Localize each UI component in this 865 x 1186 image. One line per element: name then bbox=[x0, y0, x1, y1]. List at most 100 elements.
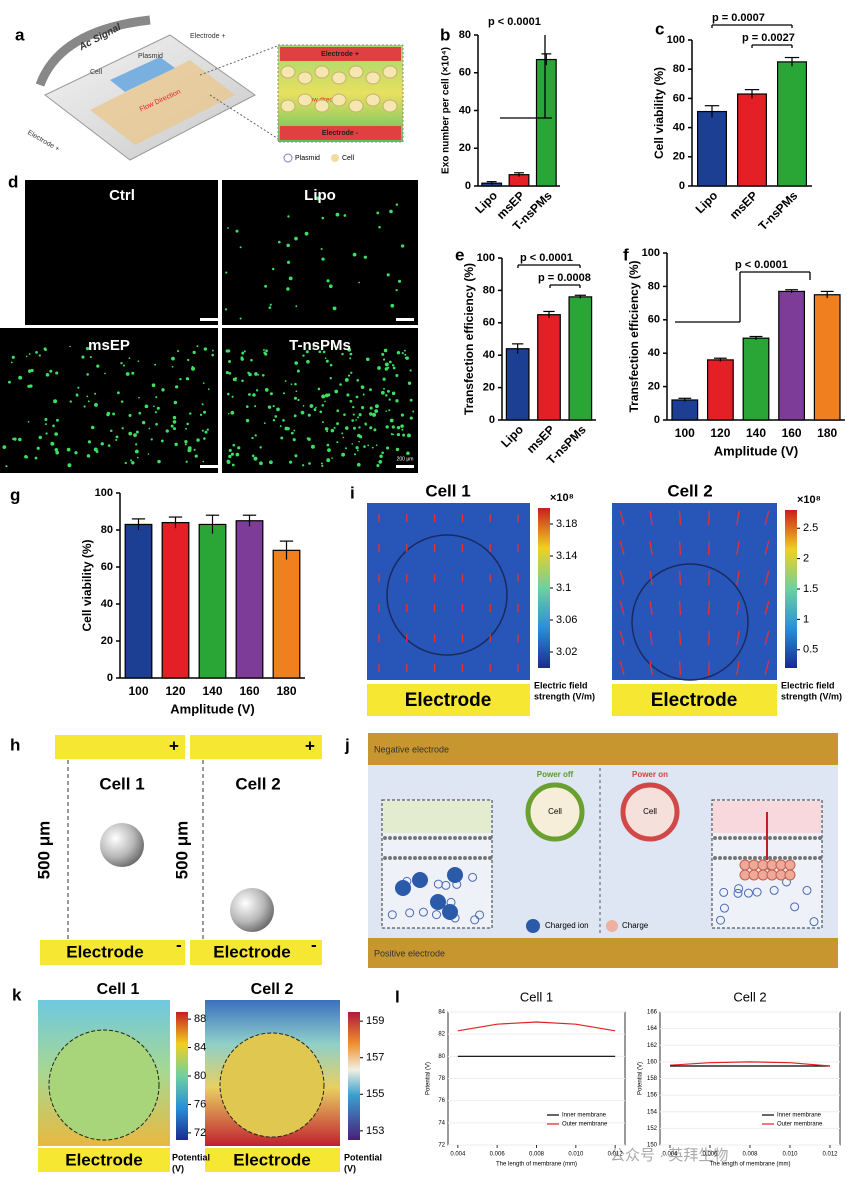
electrode-label: Negative electrode bbox=[374, 744, 449, 754]
cell bbox=[150, 438, 153, 441]
cell bbox=[409, 369, 412, 372]
cell bbox=[226, 460, 231, 465]
cell bbox=[314, 99, 330, 113]
lipid bbox=[433, 856, 437, 860]
state-label: Power on bbox=[632, 770, 668, 779]
y-axis-label: Transfection efficiency (%) bbox=[627, 260, 641, 412]
electrode-bar bbox=[55, 735, 185, 759]
lipid bbox=[463, 836, 467, 840]
scale-bar bbox=[200, 465, 218, 468]
lipid bbox=[428, 836, 432, 840]
lipid bbox=[788, 836, 792, 840]
image-label: T-nsPMs bbox=[289, 337, 351, 354]
cell bbox=[154, 411, 158, 414]
y-tick-label: 162 bbox=[647, 1043, 658, 1049]
cell bbox=[381, 451, 384, 455]
cell bbox=[141, 420, 146, 425]
electrode-label: Electrode bbox=[405, 690, 492, 711]
electrode-label: Electrode bbox=[233, 1150, 310, 1169]
cell bbox=[321, 216, 325, 220]
cell bbox=[365, 93, 381, 107]
y-tick-label: 40 bbox=[648, 347, 660, 359]
cell bbox=[54, 432, 58, 436]
cell bbox=[331, 93, 347, 107]
cell bbox=[165, 429, 169, 433]
cell bbox=[331, 457, 333, 459]
lipid bbox=[748, 836, 752, 840]
cell bbox=[91, 425, 95, 430]
cell bbox=[264, 388, 269, 392]
arrow bbox=[736, 540, 740, 556]
ion bbox=[719, 903, 729, 913]
y-axis-label: Exo number per cell (×10⁴) bbox=[441, 47, 452, 174]
cell bbox=[87, 400, 90, 403]
panel-letter: l bbox=[395, 987, 400, 1006]
scale-bar bbox=[200, 318, 218, 321]
cell bbox=[67, 463, 72, 468]
sign: + bbox=[305, 736, 315, 755]
electrode-band bbox=[280, 47, 401, 61]
cell bbox=[389, 209, 393, 214]
charge bbox=[784, 859, 796, 871]
cell bbox=[379, 454, 383, 458]
cell bbox=[321, 421, 324, 424]
cell-sphere bbox=[100, 823, 144, 867]
cell bbox=[343, 214, 347, 217]
cell bbox=[53, 399, 58, 404]
lipid bbox=[403, 856, 407, 860]
arrow bbox=[649, 510, 653, 526]
cell bbox=[245, 418, 250, 423]
electrode-bar bbox=[612, 684, 777, 716]
cell bbox=[30, 368, 34, 373]
cell bbox=[170, 424, 174, 428]
arrow bbox=[736, 630, 740, 646]
cell bbox=[54, 447, 59, 452]
colorbar-tick-label: 153 bbox=[366, 1125, 384, 1137]
cell bbox=[243, 350, 246, 353]
cell bbox=[45, 432, 48, 435]
electrode-label: Electrode bbox=[213, 942, 290, 961]
cell bbox=[225, 271, 228, 274]
colorbar-label: (V) bbox=[172, 1163, 184, 1173]
panel-letter: c bbox=[655, 19, 664, 38]
lipid bbox=[453, 836, 457, 840]
cell bbox=[386, 389, 390, 393]
bar bbox=[706, 359, 734, 421]
x-tick-label: 120 bbox=[710, 426, 730, 440]
cell bbox=[173, 400, 178, 405]
cell bbox=[282, 419, 285, 422]
panel-letter: a bbox=[15, 25, 25, 44]
cell bbox=[135, 430, 139, 434]
image-label: Ctrl bbox=[109, 187, 135, 204]
x-tick-label: 0.012 bbox=[822, 1152, 838, 1158]
lipid bbox=[813, 836, 817, 840]
cell bbox=[294, 236, 298, 241]
cell bbox=[186, 422, 189, 426]
cell bbox=[172, 427, 176, 431]
electrode-bar bbox=[205, 1148, 340, 1172]
cell bbox=[245, 405, 249, 408]
cell bbox=[171, 356, 175, 361]
cell bbox=[385, 394, 388, 397]
legend-label: Cell bbox=[342, 155, 355, 162]
x-tick-label: T-nsPMs bbox=[756, 188, 801, 233]
y-tick-label: 20 bbox=[459, 142, 471, 154]
colorbar bbox=[348, 1012, 360, 1140]
cell bbox=[282, 392, 286, 395]
cell bbox=[160, 439, 164, 443]
cell bbox=[341, 452, 346, 457]
y-tick-label: 0 bbox=[465, 180, 471, 192]
membrane-detail bbox=[383, 812, 822, 927]
cell bbox=[384, 362, 389, 367]
y-tick-label: 154 bbox=[647, 1109, 658, 1115]
cell bbox=[336, 441, 339, 444]
cell bbox=[261, 373, 265, 377]
colorbar-label: (V) bbox=[344, 1163, 356, 1173]
cell bbox=[326, 443, 330, 447]
cell bbox=[124, 461, 127, 465]
cell bbox=[115, 435, 119, 439]
cell bbox=[332, 306, 337, 311]
cell bbox=[352, 405, 355, 409]
x-tick-label: 140 bbox=[202, 684, 222, 698]
arrow bbox=[679, 570, 682, 586]
